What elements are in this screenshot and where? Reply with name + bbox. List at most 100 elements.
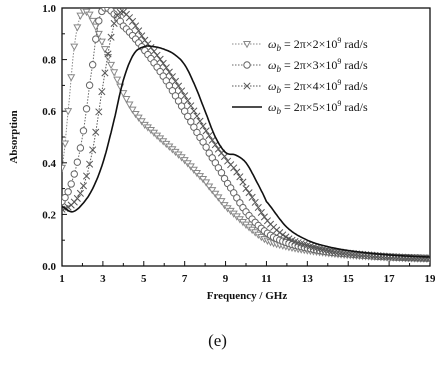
series-marker <box>242 185 250 193</box>
series-marker <box>233 168 241 176</box>
series-marker <box>254 203 262 212</box>
series-marker <box>101 69 109 77</box>
series-marker <box>76 144 85 152</box>
x-tick-label: 17 <box>384 273 396 285</box>
x-tick-label: 9 <box>223 273 229 285</box>
series-marker <box>125 101 134 109</box>
series-marker <box>199 122 207 130</box>
series-line <box>62 45 430 258</box>
y-tick-label: 0.8 <box>42 55 56 67</box>
y-axis-label: Absorption <box>8 110 20 163</box>
series-marker <box>97 38 106 46</box>
series-marker <box>76 189 84 197</box>
series-marker <box>82 172 91 180</box>
series-4 <box>62 45 430 258</box>
series-marker <box>187 118 195 126</box>
series-marker <box>193 112 201 120</box>
x-tick-label: 13 <box>302 273 314 285</box>
series-marker <box>119 90 128 98</box>
series-marker <box>107 33 115 41</box>
series-marker <box>64 108 73 116</box>
series-marker <box>86 160 94 168</box>
series-marker <box>328 247 336 255</box>
series-marker <box>239 178 247 186</box>
series-marker <box>190 107 198 115</box>
series-marker <box>110 19 118 28</box>
series-marker <box>159 59 167 67</box>
y-tick-label: 0.4 <box>42 158 56 170</box>
series-marker <box>153 51 161 59</box>
series-1 <box>62 8 430 264</box>
series-marker <box>131 110 140 119</box>
series-marker <box>190 123 198 131</box>
series-marker <box>217 169 226 177</box>
series-marker <box>64 188 72 196</box>
series-marker <box>242 40 252 49</box>
x-tick-label: 11 <box>261 273 271 285</box>
series-marker <box>110 69 119 77</box>
series-marker <box>128 17 137 25</box>
series-marker <box>79 127 88 135</box>
series-marker <box>70 43 79 51</box>
series-marker <box>171 77 180 85</box>
series-marker <box>279 231 287 239</box>
series-marker <box>85 11 94 19</box>
series-marker <box>91 23 100 31</box>
series-marker <box>276 229 284 237</box>
series-marker <box>132 22 140 30</box>
x-tick-label: 5 <box>141 273 147 285</box>
panel-label: (e) <box>208 331 227 350</box>
series-marker <box>100 46 109 54</box>
series-marker <box>113 76 122 84</box>
series-marker <box>67 180 75 188</box>
series-marker <box>107 61 116 70</box>
series-marker <box>211 190 220 198</box>
series-marker <box>251 198 259 206</box>
series-marker <box>178 87 186 95</box>
series-marker <box>220 153 229 161</box>
series-marker <box>196 117 204 125</box>
x-tick-label: 7 <box>182 273 188 285</box>
y-tick-label: 0.2 <box>42 209 56 221</box>
series-marker <box>174 82 183 90</box>
series-marker <box>184 97 192 105</box>
series-marker <box>205 183 214 191</box>
x-tick-label: 1 <box>59 273 65 285</box>
series-marker <box>62 140 70 148</box>
series-marker <box>187 102 195 110</box>
series-marker <box>95 108 103 116</box>
series-marker <box>92 128 100 136</box>
series-marker <box>92 35 100 43</box>
series-marker <box>150 47 158 55</box>
series-line <box>62 10 430 260</box>
series-marker <box>89 146 97 154</box>
series-layer <box>62 8 430 264</box>
series-marker <box>95 17 103 25</box>
series-marker <box>331 248 339 256</box>
series-marker <box>205 131 213 140</box>
series-marker <box>135 27 143 35</box>
x-tick-label: 15 <box>343 273 355 285</box>
y-tick-label: 0.0 <box>42 261 56 273</box>
series-marker <box>76 12 85 20</box>
legend-label: ωb = 2π×5×109 rad/s <box>268 99 368 116</box>
series-marker <box>62 193 69 202</box>
legend-label: ωb = 2π×4×109 rad/s <box>268 78 368 95</box>
series-marker <box>73 158 82 166</box>
series-marker <box>73 194 81 202</box>
series-marker <box>257 208 265 216</box>
series-marker <box>208 136 216 144</box>
series-marker <box>260 213 268 221</box>
x-tick-label: 19 <box>425 273 435 285</box>
series-marker <box>217 198 226 206</box>
series-marker <box>122 96 131 104</box>
series-marker <box>245 189 253 197</box>
series-marker <box>243 61 251 69</box>
legend-label: ωb = 2π×3×109 rad/s <box>268 57 368 74</box>
series-marker <box>62 164 67 173</box>
series-marker <box>156 55 164 63</box>
series-marker <box>181 92 189 100</box>
series-marker <box>168 73 176 81</box>
series-marker <box>184 112 192 121</box>
